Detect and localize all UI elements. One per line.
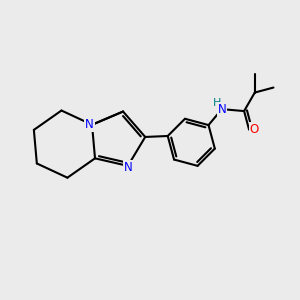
Text: O: O — [250, 123, 259, 136]
Text: N: N — [85, 118, 94, 131]
Text: H: H — [213, 98, 222, 108]
Text: N: N — [124, 160, 132, 174]
Text: N: N — [218, 103, 226, 116]
